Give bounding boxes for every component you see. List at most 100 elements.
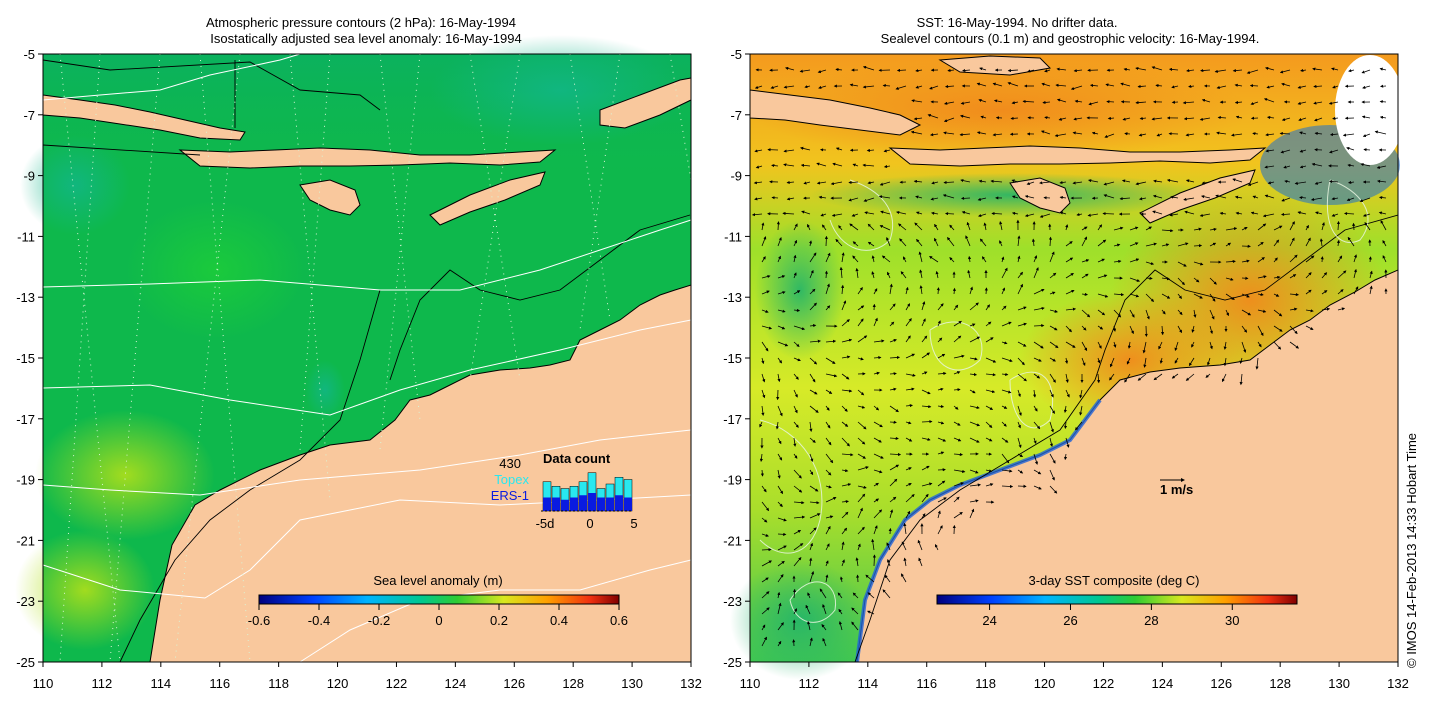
velocity-arrow xyxy=(985,469,993,473)
velocity-arrow xyxy=(1033,389,1037,398)
velocity-arrow xyxy=(905,421,912,425)
velocity-arrow xyxy=(1289,254,1298,263)
data-count-bar-ers xyxy=(615,495,623,511)
velocity-arrow xyxy=(841,338,853,343)
velocity-arrow xyxy=(929,255,939,263)
velocity-arrow xyxy=(1033,405,1038,412)
velocity-arrow xyxy=(1017,341,1027,347)
velocity-arrow xyxy=(1201,195,1211,199)
velocity-arrow xyxy=(761,389,766,399)
velocity-arrow xyxy=(871,255,875,263)
velocity-arrow xyxy=(852,241,859,247)
velocity-arrow xyxy=(760,469,764,477)
velocity-arrow xyxy=(969,437,980,443)
colorbar-tick-label: -0.6 xyxy=(248,613,270,628)
velocity-arrow xyxy=(777,325,786,330)
velocity-arrow xyxy=(1079,389,1083,399)
velocity-arrow xyxy=(897,223,907,231)
velocity-arrow xyxy=(880,210,891,215)
velocity-arrow xyxy=(841,300,847,311)
velocity-arrow xyxy=(1297,101,1307,105)
velocity-arrow xyxy=(947,236,955,247)
velocity-arrow xyxy=(1191,341,1195,348)
velocity-arrow xyxy=(1027,69,1035,73)
velocity-arrow xyxy=(1033,341,1044,349)
velocity-arrow xyxy=(857,543,861,551)
velocity-arrow xyxy=(1305,289,1312,295)
velocity-arrow xyxy=(905,483,912,487)
data-count-xlabel: 0 xyxy=(586,516,593,531)
velocity-arrow xyxy=(921,482,933,487)
velocity-arrow xyxy=(1097,239,1107,247)
velocity-arrow xyxy=(889,436,899,441)
velocity-arrow xyxy=(1001,437,1009,443)
velocity-arrow xyxy=(1081,273,1089,279)
velocity-arrow xyxy=(807,620,811,631)
velocity-arrow xyxy=(1177,325,1182,334)
velocity-arrow xyxy=(1159,357,1163,364)
velocity-arrow xyxy=(809,501,820,505)
velocity-arrow xyxy=(1065,341,1076,348)
left-land-java xyxy=(42,94,246,141)
left-title-line1: Atmospheric pressure contours (2 hPa): 1… xyxy=(206,15,516,30)
velocity-arrow xyxy=(1299,165,1307,169)
velocity-arrow xyxy=(825,485,832,489)
left-pressure-contour xyxy=(42,319,692,416)
velocity-arrow xyxy=(1039,213,1051,218)
velocity-arrow xyxy=(754,197,763,201)
velocity-arrow xyxy=(1063,405,1067,413)
data-count-bar-ers xyxy=(543,497,551,511)
velocity-arrow xyxy=(1065,272,1074,279)
velocity-arrow xyxy=(807,223,811,231)
velocity-arrow xyxy=(1246,69,1259,74)
velocity-arrow xyxy=(783,163,795,167)
x-tick-label: 118 xyxy=(975,676,996,691)
velocity-arrow xyxy=(1205,373,1211,378)
x-tick-label: 126 xyxy=(1210,676,1232,691)
velocity-arrow xyxy=(889,509,894,519)
velocity-arrow xyxy=(931,181,939,185)
velocity-arrow xyxy=(1145,309,1150,320)
velocity-arrow xyxy=(1017,357,1025,366)
velocity-arrow xyxy=(849,83,859,87)
x-tick-label: 118 xyxy=(268,676,289,691)
x-tick-label: 110 xyxy=(33,676,54,691)
x-tick-label: 128 xyxy=(562,676,584,691)
velocity-arrow xyxy=(1026,181,1035,186)
data-count-legend-topex: Topex xyxy=(494,472,529,487)
velocity-arrow xyxy=(809,339,821,343)
velocity-arrow xyxy=(1064,357,1069,364)
x-tick-label: 120 xyxy=(327,676,349,691)
velocity-arrow xyxy=(1223,341,1227,350)
velocity-arrow xyxy=(1001,305,1007,311)
velocity-arrow xyxy=(863,197,875,202)
velocity-arrow xyxy=(1031,238,1036,247)
colorbar-tick-label: 0.2 xyxy=(490,613,508,628)
velocity-arrow xyxy=(777,622,784,631)
velocity-arrow xyxy=(873,421,883,428)
velocity-arrow xyxy=(839,576,844,583)
velocity-arrow xyxy=(1382,240,1387,247)
velocity-arrow xyxy=(1017,437,1022,449)
velocity-arrow xyxy=(1109,373,1115,381)
velocity-arrow xyxy=(1017,389,1021,398)
x-tick-label: 132 xyxy=(680,676,702,691)
y-tick-label: -15 xyxy=(723,351,742,366)
y-tick-label: -9 xyxy=(730,169,742,184)
velocity-arrow xyxy=(793,254,797,263)
velocity-arrow xyxy=(1049,341,1059,349)
velocity-arrow xyxy=(1017,283,1023,295)
velocity-arrow xyxy=(905,318,912,327)
velocity-arrow xyxy=(953,304,959,311)
velocity-arrow xyxy=(777,574,784,583)
velocity-arrow xyxy=(851,607,859,615)
y-tick-label: -25 xyxy=(16,655,35,670)
velocity-arrow xyxy=(901,541,907,551)
x-tick-label: 130 xyxy=(621,676,643,691)
velocity-arrow xyxy=(905,437,913,442)
velocity-arrow xyxy=(1273,275,1281,279)
left-pressure-contour xyxy=(42,53,301,101)
velocity-arrow xyxy=(1097,274,1108,279)
velocity-arrow xyxy=(809,373,816,383)
velocity-arrow xyxy=(807,592,811,599)
